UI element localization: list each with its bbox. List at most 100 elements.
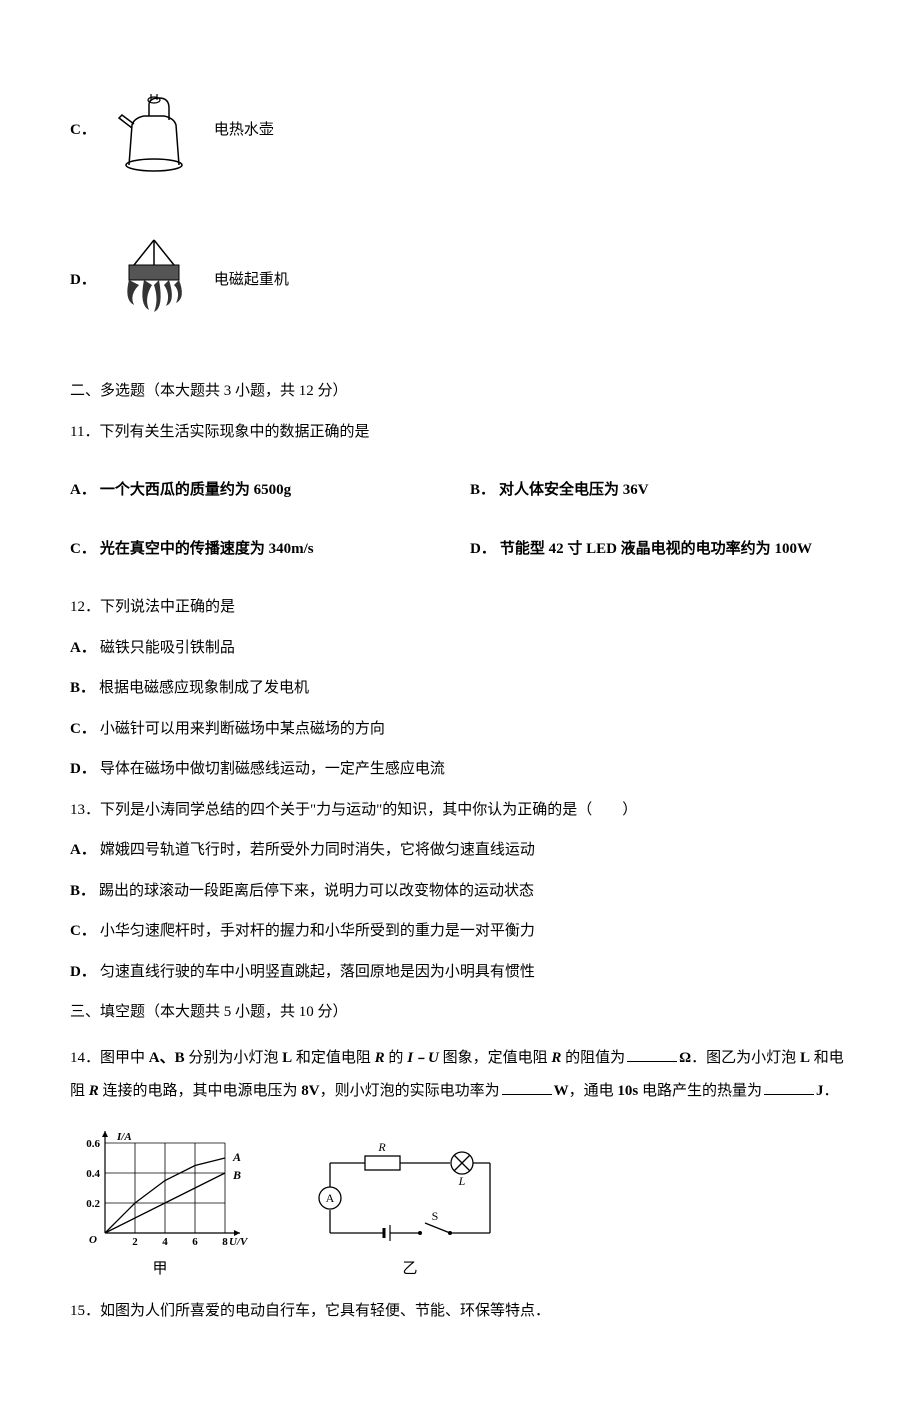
choice-letter-c: C． <box>70 923 96 939</box>
chart-caption: 甲 <box>152 1258 167 1281</box>
q14-u1: Ω <box>679 1050 691 1066</box>
q12-c-text: 小磁针可以用来判断磁场中某点磁场的方向 <box>100 721 385 737</box>
section-3-header: 三、填空题（本大题共 5 小题，共 10 分） <box>70 1001 850 1024</box>
q11-c-text: 光在真空中的传播速度为 340m/s <box>100 541 314 557</box>
blank-1[interactable] <box>627 1048 677 1062</box>
q14-t2: 和定值电阻 <box>292 1050 375 1066</box>
q12-choice-d: D．导体在磁场中做切割磁感线运动，一定产生感应电流 <box>70 758 850 781</box>
q14-u3: J <box>816 1083 824 1099</box>
svg-text:4: 4 <box>162 1236 168 1248</box>
chart-jia: 24680.20.40.6OI/AU/VAB 甲 <box>70 1128 250 1281</box>
q14-R2: R <box>551 1050 561 1066</box>
blank-3[interactable] <box>764 1081 814 1095</box>
q13-choice-d: D．匀速直线行驶的车中小明竖直跳起，落回原地是因为小明具有惯性 <box>70 961 850 984</box>
svg-text:I/A: I/A <box>116 1131 132 1143</box>
svg-text:O: O <box>89 1234 97 1246</box>
choice-letter-a: A． <box>70 842 96 858</box>
q11-b-text: 对人体安全电压为 36V <box>499 482 649 498</box>
q14-t8: 阻 <box>70 1083 89 1099</box>
circuit-caption: 乙 <box>402 1258 417 1281</box>
option-d-label: 电磁起重机 <box>214 269 289 292</box>
svg-text:0.2: 0.2 <box>86 1198 100 1210</box>
circuit-yi: R L S A 乙 <box>310 1138 510 1281</box>
q12-b-text: 根据电磁感应现象制成了发电机 <box>99 680 309 696</box>
q14-prefix: 14．图甲中 <box>70 1050 149 1066</box>
q14-R3: R <box>89 1083 99 1099</box>
question-12: 12．下列说法中正确的是 A．磁铁只能吸引铁制品 B．根据电磁感应现象制成了发电… <box>70 596 850 781</box>
q13-a-text: 嫦娥四号轨道飞行时，若所受外力同时消失，它将做匀速直线运动 <box>100 842 535 858</box>
q11-stem: 11．下列有关生活实际现象中的数据正确的是 <box>70 421 850 444</box>
choice-letter-d: D． <box>70 964 96 980</box>
q14-R1: R <box>375 1050 385 1066</box>
q15-stem: 15．如图为人们所喜爱的电动自行车，它具有轻便、节能、环保等特点． <box>70 1303 550 1319</box>
section-2-header: 二、多选题（本大题共 3 小题，共 12 分） <box>70 380 850 403</box>
q14-t1: 分别为小灯泡 <box>185 1050 283 1066</box>
option-c-label: 电热水壶 <box>214 119 274 142</box>
figure-row: 24680.20.40.6OI/AU/VAB 甲 RLSA 乙 <box>70 1128 850 1281</box>
svg-text:0.6: 0.6 <box>86 1138 100 1150</box>
svg-text:6: 6 <box>192 1236 198 1248</box>
q11-choice-c: C．光在真空中的传播速度为 340m/s <box>70 538 450 561</box>
q14-t6: ．图乙为小灯泡 <box>691 1050 800 1066</box>
choice-letter-a: A． <box>70 482 96 498</box>
q13-stem: 13．下列是小涛同学总结的四个关于"力与运动"的知识，其中你认为正确的是（ ） <box>70 799 850 822</box>
q12-choice-c: C．小磁针可以用来判断磁场中某点磁场的方向 <box>70 718 850 741</box>
svg-text:A: A <box>232 1150 241 1164</box>
svg-text:L: L <box>458 1174 466 1188</box>
question-13: 13．下列是小涛同学总结的四个关于"力与运动"的知识，其中你认为正确的是（ ） … <box>70 799 850 984</box>
q12-d-text: 导体在磁场中做切割磁感线运动，一定产生感应电流 <box>100 761 445 777</box>
q14-8v: 8V <box>301 1083 319 1099</box>
choice-letter-c: C． <box>70 721 96 737</box>
q14-t9: 连接的电路，其中电源电压为 <box>99 1083 302 1099</box>
q14-ab: A、B <box>149 1050 185 1066</box>
q12-choice-b: B．根据电磁感应现象制成了发电机 <box>70 677 850 700</box>
question-14: 14．图甲中 A、B 分别为小灯泡 L 和定值电阻 R 的 I﹣U 图象，定值电… <box>70 1042 850 1108</box>
kettle-icon <box>104 80 204 180</box>
choice-letter-c: C． <box>70 541 96 557</box>
q11-choice-b: B．对人体安全电压为 36V <box>470 479 850 502</box>
q14-u2: W <box>554 1083 569 1099</box>
q14-IU: I﹣U <box>407 1050 439 1066</box>
svg-text:B: B <box>232 1168 241 1182</box>
q14-t3: 的 <box>385 1050 408 1066</box>
option-d-row: D． 电磁起重机 <box>70 230 850 330</box>
crane-icon <box>104 230 204 330</box>
q14-t10: ，则小灯泡的实际电功率为 <box>320 1083 500 1099</box>
option-c-row: C． 电热水壶 <box>70 80 850 180</box>
q13-choice-c: C．小华匀速爬杆时，手对杆的握力和小华所受到的重力是一对平衡力 <box>70 920 850 943</box>
q13-choice-a: A．嫦娥四号轨道飞行时，若所受外力同时消失，它将做匀速直线运动 <box>70 839 850 862</box>
choice-letter-a: A． <box>70 640 96 656</box>
q12-stem: 12．下列说法中正确的是 <box>70 596 850 619</box>
q11-choice-d: D．节能型 42 寸 LED 液晶电视的电功率约为 100W <box>470 538 850 561</box>
q14-10s: 10s <box>617 1083 638 1099</box>
choice-letter-b: B． <box>470 482 495 498</box>
q14-t13: ． <box>824 1083 839 1099</box>
option-c-letter: C． <box>70 119 96 142</box>
q14-t5: 的阻值为 <box>561 1050 625 1066</box>
q14-t4: 图象，定值电阻 <box>439 1050 552 1066</box>
q11-choice-a: A．一个大西瓜的质量约为 6500g <box>70 479 450 502</box>
q13-choice-b: B．踢出的球滚动一段距离后停下来，说明力可以改变物体的运动状态 <box>70 880 850 903</box>
svg-text:0.4: 0.4 <box>86 1168 100 1180</box>
svg-text:U/V: U/V <box>229 1236 249 1248</box>
svg-text:S: S <box>432 1209 439 1223</box>
svg-text:R: R <box>377 1140 386 1154</box>
q11-a-text: 一个大西瓜的质量约为 6500g <box>100 482 291 498</box>
q11-d-text: 节能型 42 寸 LED 液晶电视的电功率约为 100W <box>500 541 812 557</box>
svg-text:8: 8 <box>222 1236 228 1248</box>
q14-t12: 电路产生的热量为 <box>638 1083 762 1099</box>
choice-letter-d: D． <box>470 541 496 557</box>
blank-2[interactable] <box>502 1081 552 1095</box>
choice-letter-d: D． <box>70 761 96 777</box>
q12-a-text: 磁铁只能吸引铁制品 <box>100 640 235 656</box>
option-d-letter: D． <box>70 269 96 292</box>
choice-letter-b: B． <box>70 883 95 899</box>
q12-choice-a: A．磁铁只能吸引铁制品 <box>70 637 850 660</box>
q14-L2: L <box>800 1050 810 1066</box>
q13-b-text: 踢出的球滚动一段距离后停下来，说明力可以改变物体的运动状态 <box>99 883 534 899</box>
svg-text:A: A <box>326 1191 335 1205</box>
q14-L1: L <box>282 1050 292 1066</box>
question-15: 15．如图为人们所喜爱的电动自行车，它具有轻便、节能、环保等特点． <box>70 1300 850 1323</box>
q13-d-text: 匀速直线行驶的车中小明竖直跳起，落回原地是因为小明具有惯性 <box>100 964 535 980</box>
q13-c-text: 小华匀速爬杆时，手对杆的握力和小华所受到的重力是一对平衡力 <box>100 923 535 939</box>
